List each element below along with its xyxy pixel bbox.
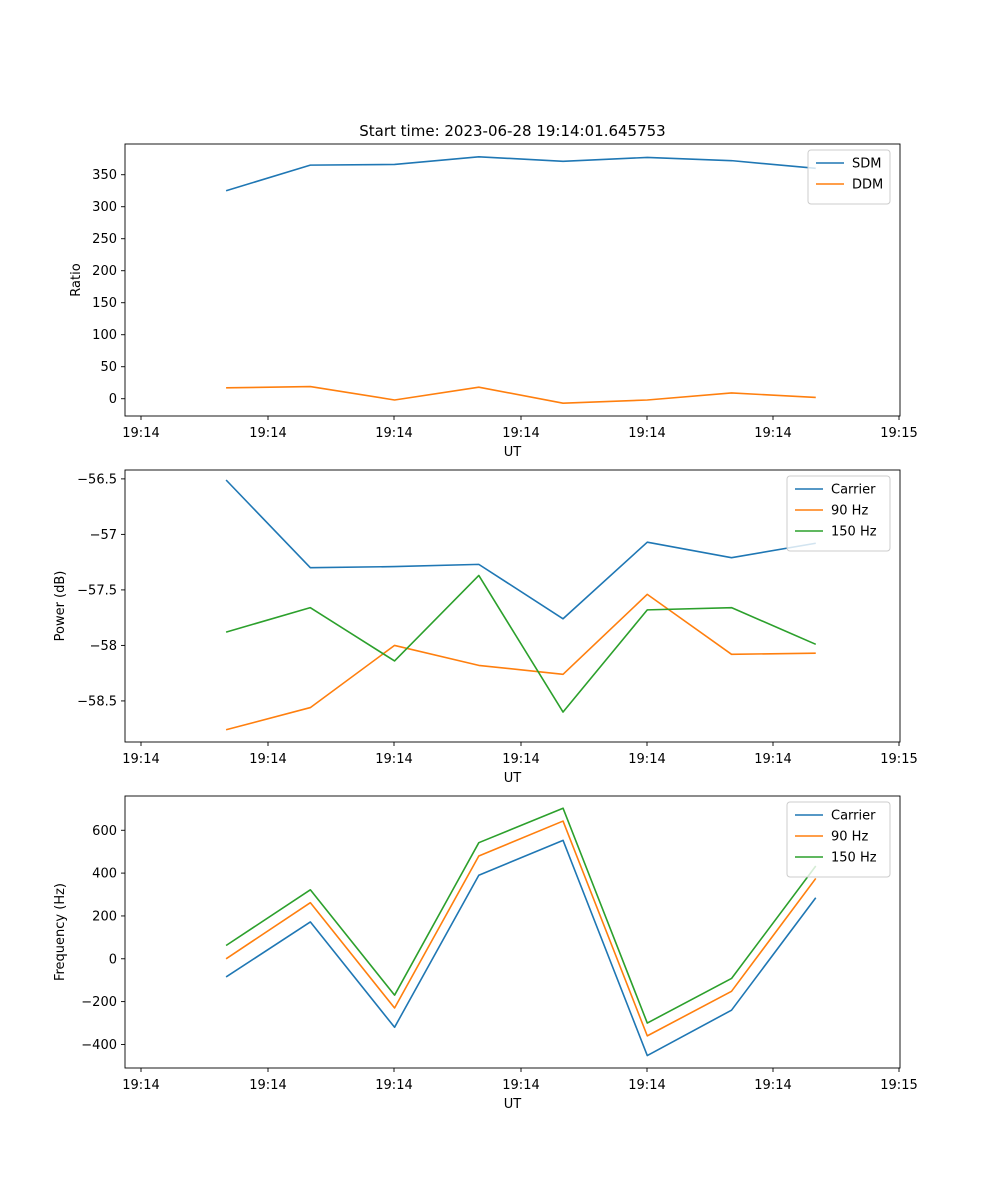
y-axis-label: Frequency (Hz) [53, 883, 68, 981]
x-tick-label: 19:14 [375, 752, 412, 767]
legend-label: 150 Hz [831, 525, 877, 540]
y-tick-label: 300 [92, 200, 117, 215]
x-tick-label: 19:14 [502, 752, 539, 767]
axes-frame [124, 143, 901, 417]
x-axis-label: UT [504, 771, 522, 786]
y-tick-label: 400 [92, 867, 117, 882]
x-tick-label: 19:15 [880, 752, 917, 767]
x-tick-label: 19:14 [249, 752, 286, 767]
x-tick-label: 19:15 [880, 1078, 917, 1093]
series-line-150-hz [225, 807, 817, 1024]
y-axis-label: Power (dB) [53, 571, 68, 642]
x-tick-label: 19:15 [880, 426, 917, 441]
x-tick-label: 19:14 [375, 1078, 412, 1093]
subplot-1: 19:14 19:14 19:14 19:14 19:14 19:14 19:15 0 50 10… [69, 143, 918, 460]
y-tick-label: 250 [92, 232, 117, 247]
legend: SDM DDM [807, 149, 891, 205]
x-axis-label: UT [504, 1097, 522, 1112]
y-tick-label: −58 [90, 639, 117, 654]
legend-label: DDM [852, 178, 883, 193]
y-tick-label: 150 [92, 296, 117, 311]
y-tick-label: −200 [81, 995, 117, 1010]
series-line-150-hz [225, 574, 817, 713]
y-tick-label: 100 [92, 328, 117, 343]
x-tick-label: 19:14 [502, 1078, 539, 1093]
series-line-90-hz [225, 820, 817, 1037]
x-tick-label: 19:14 [122, 752, 159, 767]
y-tick-label: −57.5 [77, 583, 117, 598]
legend: Carrier 90 Hz 150 Hz [786, 801, 891, 878]
y-tick-label: 350 [92, 168, 117, 183]
axes-frame [124, 795, 901, 1069]
y-tick-label: 200 [92, 909, 117, 924]
x-tick-label: 19:14 [375, 426, 412, 441]
x-tick-label: 19:14 [628, 426, 665, 441]
axes-frame [124, 469, 901, 743]
x-tick-label: 19:14 [122, 426, 159, 441]
x-tick-label: 19:14 [249, 1078, 286, 1093]
series-line-carrier [225, 839, 817, 1057]
y-axis-label: Ratio [69, 263, 84, 296]
y-tick-label: 50 [100, 360, 117, 375]
legend-label: 90 Hz [831, 504, 868, 519]
legend-label: 90 Hz [831, 830, 868, 845]
x-tick-label: 19:14 [249, 426, 286, 441]
legend-box [786, 475, 891, 552]
legend-box [786, 801, 891, 878]
series-line-90-hz [225, 593, 816, 731]
y-tick-label: 0 [109, 392, 117, 407]
y-tick-label: −57 [90, 528, 117, 543]
x-tick-label: 19:14 [754, 426, 791, 441]
subplot-2: 19:14 19:14 19:14 19:14 19:14 19:14 19:15 −58.5… [53, 469, 918, 786]
series-line-carrier [225, 479, 816, 620]
legend-label: Carrier [831, 809, 876, 824]
legend-label: Carrier [831, 483, 876, 498]
x-tick-label: 19:14 [754, 752, 791, 767]
legend-label: 150 Hz [831, 851, 877, 866]
x-tick-label: 19:14 [502, 426, 539, 441]
y-tick-label: −56.5 [77, 472, 117, 487]
subplot-3: 19:14 19:14 19:14 19:14 19:14 19:14 19:15 −400 −… [53, 795, 918, 1112]
x-tick-label: 19:14 [122, 1078, 159, 1093]
series-line-sdm [225, 156, 816, 192]
legend: Carrier 90 Hz 150 Hz [786, 475, 891, 552]
y-tick-label: −58.5 [77, 694, 117, 709]
y-tick-label: −400 [81, 1038, 117, 1053]
x-axis-label: UT [504, 445, 522, 460]
figure-title: Start time: 2023-06-28 19:14:01.645753 [359, 122, 665, 140]
series-line-ddm [226, 385, 816, 405]
y-tick-label: 600 [92, 824, 117, 839]
x-tick-label: 19:14 [628, 1078, 665, 1093]
legend-label: SDM [852, 157, 881, 172]
y-tick-label: 0 [109, 952, 117, 967]
y-tick-label: 200 [92, 264, 117, 279]
x-tick-label: 19:14 [628, 752, 665, 767]
x-tick-label: 19:14 [754, 1078, 791, 1093]
